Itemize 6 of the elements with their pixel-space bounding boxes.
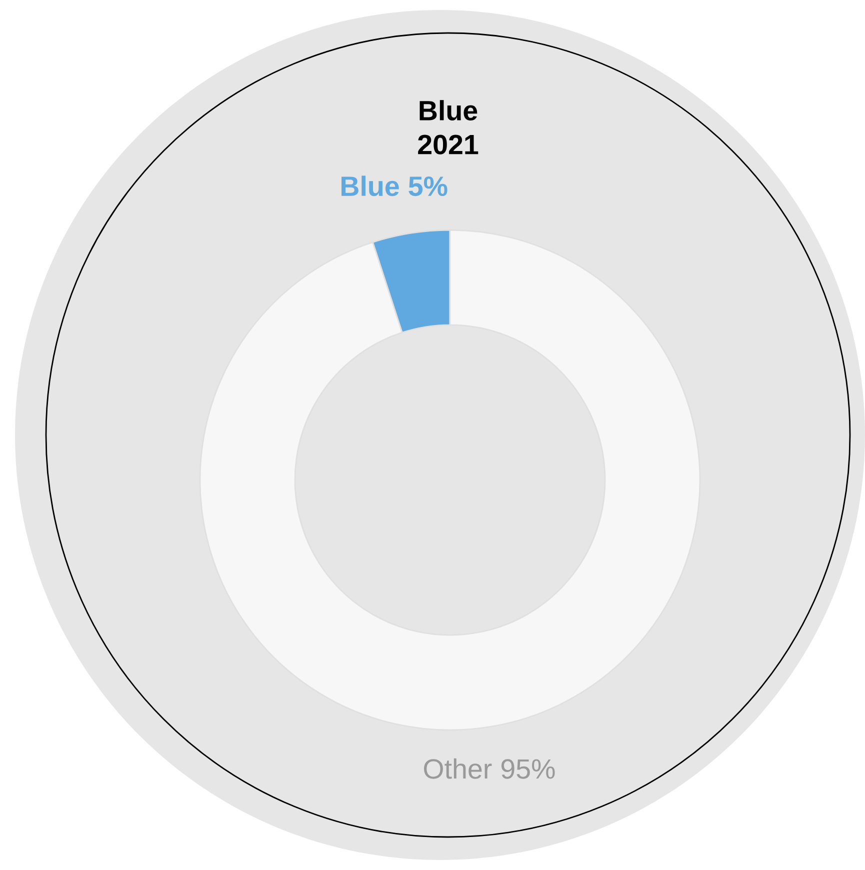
chart-title: Blue 2021 [418,100,478,154]
donut-slice [199,229,701,731]
slice-label: Other [424,758,492,779]
data-label: 95% [501,759,555,779]
data-label: 5% [408,176,448,196]
slice-label: Blue [342,176,399,196]
